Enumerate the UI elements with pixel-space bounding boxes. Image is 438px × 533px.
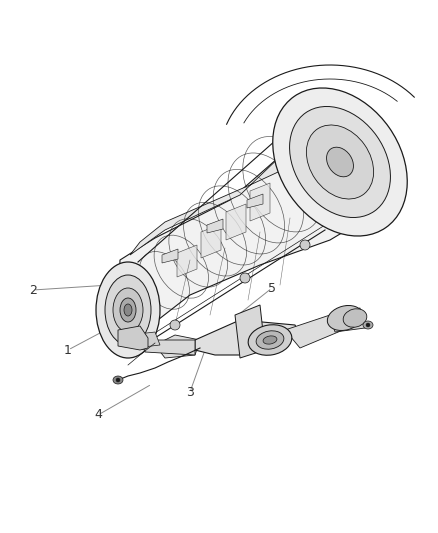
Polygon shape [162,249,178,263]
Ellipse shape [113,288,143,332]
Ellipse shape [120,298,136,322]
Polygon shape [155,335,200,358]
Text: 5: 5 [268,281,276,295]
Polygon shape [201,224,221,258]
Polygon shape [145,340,195,355]
Ellipse shape [240,273,250,283]
Ellipse shape [273,88,407,236]
Ellipse shape [263,336,277,344]
Ellipse shape [343,309,367,327]
Polygon shape [285,310,355,348]
Polygon shape [235,305,265,358]
Ellipse shape [366,323,370,327]
Ellipse shape [140,340,150,350]
Ellipse shape [300,240,310,250]
Polygon shape [207,219,223,233]
Polygon shape [330,308,365,332]
Polygon shape [130,332,160,348]
Text: 4: 4 [94,408,102,422]
Text: 2: 2 [29,284,37,296]
Polygon shape [195,320,300,355]
Ellipse shape [256,331,284,349]
Ellipse shape [96,262,160,358]
Ellipse shape [290,107,390,217]
Ellipse shape [248,325,292,356]
Ellipse shape [170,320,180,330]
Polygon shape [130,118,370,255]
Polygon shape [118,120,390,330]
Polygon shape [118,326,148,350]
Ellipse shape [116,378,120,382]
Ellipse shape [124,304,132,316]
Polygon shape [177,245,197,277]
Polygon shape [250,183,270,221]
Polygon shape [247,194,263,208]
Text: 6: 6 [342,303,350,317]
Text: 3: 3 [186,385,194,399]
Ellipse shape [306,125,374,199]
Ellipse shape [113,376,123,384]
Ellipse shape [327,147,353,177]
Text: 1: 1 [64,343,72,357]
Ellipse shape [105,275,151,345]
Ellipse shape [363,321,373,329]
Ellipse shape [327,305,363,330]
Polygon shape [226,204,246,240]
